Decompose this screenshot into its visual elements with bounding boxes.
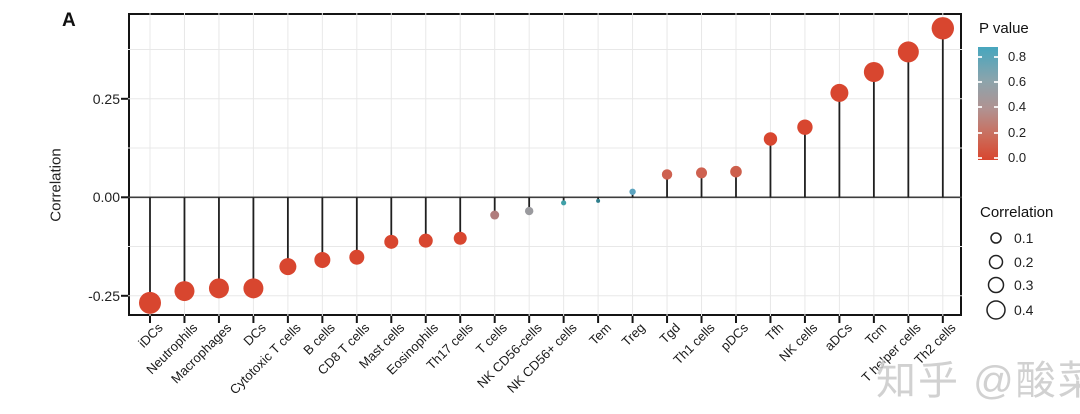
pvalue-bar-tick xyxy=(978,81,982,83)
lollipop-point xyxy=(490,210,500,220)
lollipop-point xyxy=(629,188,636,195)
x-axis-label: Tcm xyxy=(862,320,890,348)
lollipop-point xyxy=(384,234,399,249)
pvalue-bar-tick xyxy=(978,56,982,58)
pvalue-legend-tick-label: 0.8 xyxy=(1008,49,1027,64)
pvalue-bar-tick xyxy=(978,132,982,134)
plot-area xyxy=(121,13,962,323)
pvalue-bar-tick xyxy=(994,132,998,134)
y-axis-tick-label: 0.00 xyxy=(92,189,120,206)
pvalue-legend-tick-label: 0.2 xyxy=(1008,125,1027,140)
lollipop-point xyxy=(174,281,195,302)
x-axis-label: pDCs xyxy=(718,320,752,354)
pvalue-bar-tick xyxy=(994,81,998,83)
lollipop-point xyxy=(418,233,433,248)
x-axis-label: DCs xyxy=(240,320,270,349)
y-axis-title: Correlation xyxy=(47,148,65,222)
pvalue-legend-tick-label: 0.4 xyxy=(1008,99,1027,114)
lollipop-point xyxy=(524,206,534,216)
lollipop-point xyxy=(314,251,331,268)
x-axis-label: aDCs xyxy=(821,320,856,354)
x-axis-label: iDCs xyxy=(135,320,166,351)
panel-label: A xyxy=(62,10,76,31)
pvalue-bar-tick xyxy=(994,56,998,58)
watermark: 知乎 @酸菜 xyxy=(876,359,1080,403)
pvalue-legend-tick-label: 0.6 xyxy=(1008,74,1027,89)
lollipop-point xyxy=(730,165,742,178)
lollipop-point xyxy=(763,132,778,146)
lollipop-point xyxy=(279,258,297,276)
lollipop-point xyxy=(863,62,884,83)
lollipop-point xyxy=(349,249,365,265)
pvalue-legend-title: P value xyxy=(979,20,1029,37)
lollipop-point xyxy=(139,291,161,314)
plot-svg xyxy=(121,13,962,323)
pvalue-legend-tick-label: 0.0 xyxy=(1008,150,1027,165)
lollipop-point xyxy=(696,167,708,179)
pvalue-bar-tick xyxy=(978,157,982,159)
y-axis-tick-label: 0.25 xyxy=(92,90,120,107)
size-legend-label: 0.1 xyxy=(1014,230,1034,246)
lollipop-point xyxy=(561,200,567,206)
lollipop-point xyxy=(931,17,955,40)
lollipop-point xyxy=(208,278,229,299)
size-legend-circle xyxy=(987,276,1005,294)
size-legend-label: 0.2 xyxy=(1014,254,1034,270)
pvalue-bar-tick xyxy=(994,157,998,159)
lollipop-point xyxy=(453,231,467,245)
x-axis-label: Treg xyxy=(619,320,649,350)
x-axis-label: Tem xyxy=(585,320,614,348)
lollipop-point xyxy=(830,83,849,102)
x-axis-label: Tgd xyxy=(656,320,683,347)
size-legend-circle xyxy=(988,254,1004,270)
size-legend-circle xyxy=(990,232,1002,244)
size-legend-label: 0.3 xyxy=(1014,277,1034,293)
y-axis-tick-label: -0.25 xyxy=(88,287,120,304)
lollipop-point xyxy=(661,169,673,180)
lollipop-point xyxy=(243,278,264,299)
size-legend-circles xyxy=(986,232,1006,320)
pvalue-bar-tick xyxy=(994,106,998,108)
pvalue-bar-tick xyxy=(978,106,982,108)
size-legend-label: 0.4 xyxy=(1014,302,1034,318)
x-axis-label: Tfh xyxy=(762,320,787,344)
size-legend-circle xyxy=(986,300,1006,320)
size-legend-title: Correlation xyxy=(980,204,1054,221)
lollipop-point xyxy=(797,119,813,135)
lollipop-point xyxy=(897,41,919,63)
lollipop-point xyxy=(596,198,601,203)
pvalue-gradient-bar xyxy=(978,47,998,160)
